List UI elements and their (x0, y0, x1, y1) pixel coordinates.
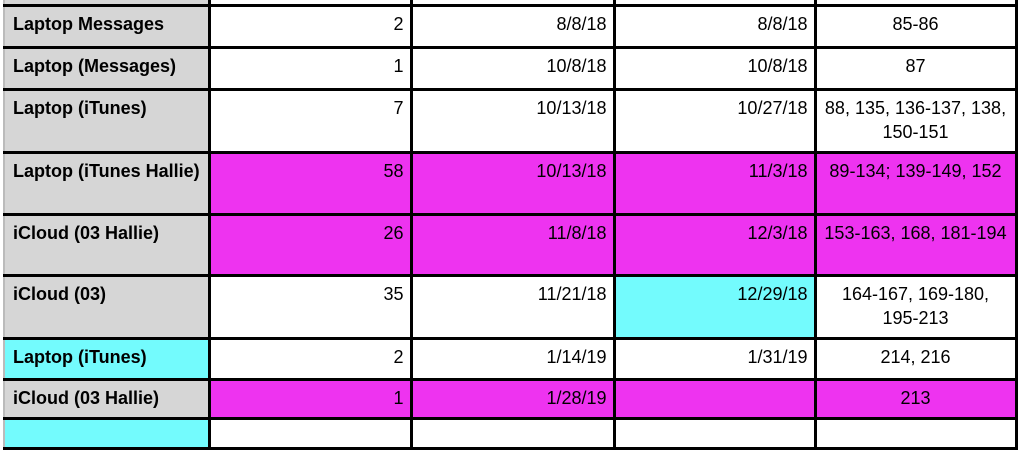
start-date-cell[interactable]: 11/21/18 (409, 274, 616, 340)
pages-cell[interactable]: 153-163, 168, 181-194 (813, 213, 1018, 277)
end-date-cell[interactable]: 10/27/18 (612, 88, 817, 154)
count-cell[interactable]: 1 (207, 378, 413, 420)
source-cell[interactable]: iCloud (03 Hallie) (3, 378, 211, 420)
start-date-cell[interactable]: 1/14/19 (409, 337, 616, 381)
table-row: Laptop (iTunes) 7 10/13/18 10/27/18 88, 135,… (3, 88, 1018, 154)
source-cell[interactable]: Laptop (iTunes) (3, 88, 211, 154)
start-date-cell[interactable]: 1/28/19 (409, 378, 616, 420)
pages-cell[interactable]: 87 (813, 46, 1018, 91)
end-date-cell[interactable] (612, 378, 817, 420)
start-date-cell[interactable]: 11/8/18 (409, 213, 616, 277)
pages-cell[interactable]: 214, 216 (813, 337, 1018, 381)
end-date-cell[interactable]: 11/3/18 (612, 151, 817, 216)
cell[interactable] (409, 417, 616, 450)
source-cell[interactable]: Laptop Messages (3, 4, 211, 49)
table-row: iCloud (03 Hallie) 1 1/28/19 213 (3, 378, 1018, 420)
table-row-partial-top (3, 0, 1018, 7)
cell[interactable] (207, 0, 413, 7)
start-date-cell[interactable]: 10/8/18 (409, 46, 616, 91)
count-cell[interactable]: 7 (207, 88, 413, 154)
start-date-cell[interactable]: 10/13/18 (409, 88, 616, 154)
pages-cell[interactable]: 85-86 (813, 4, 1018, 49)
source-cell[interactable]: iCloud (03) (3, 274, 211, 340)
start-date-cell[interactable]: 10/13/18 (409, 151, 616, 216)
end-date-cell[interactable]: 12/3/18 (612, 213, 817, 277)
end-date-cell[interactable]: 1/31/19 (612, 337, 817, 381)
source-cell[interactable]: iCloud (03 Hallie) (3, 213, 211, 277)
cell[interactable] (3, 417, 211, 450)
count-cell[interactable]: 58 (207, 151, 413, 216)
table-row-partial-bottom (3, 417, 1018, 450)
table-row: Laptop (Messages) 1 10/8/18 10/8/18 87 (3, 46, 1018, 91)
start-date-cell[interactable]: 8/8/18 (409, 4, 616, 49)
pages-cell[interactable]: 88, 135, 136-137, 138, 150-151 (813, 88, 1018, 154)
end-date-cell[interactable]: 12/29/18 (612, 274, 817, 340)
source-cell[interactable]: Laptop (iTunes Hallie) (3, 151, 211, 216)
end-date-cell[interactable]: 8/8/18 (612, 4, 817, 49)
cell[interactable] (612, 0, 817, 7)
pages-cell[interactable]: 89-134; 139-149, 152 (813, 151, 1018, 216)
cell[interactable] (813, 417, 1018, 450)
count-cell[interactable]: 2 (207, 4, 413, 49)
pages-cell[interactable]: 213 (813, 378, 1018, 420)
spreadsheet-table: Laptop Messages 2 8/8/18 8/8/18 85-86 Laptop … (3, 0, 1018, 450)
cell[interactable] (3, 0, 211, 7)
table-row: iCloud (03) 35 11/21/18 12/29/18 164-167, 16… (3, 274, 1018, 340)
pages-cell[interactable]: 164-167, 169-180, 195-213 (813, 274, 1018, 340)
count-cell[interactable]: 35 (207, 274, 413, 340)
count-cell[interactable]: 26 (207, 213, 413, 277)
cell[interactable] (409, 0, 616, 7)
source-cell[interactable]: Laptop (iTunes) (3, 337, 211, 381)
table-row: iCloud (03 Hallie) 26 11/8/18 12/3/18 153-16… (3, 213, 1018, 277)
table-row: Laptop (iTunes Hallie) 58 10/13/18 11/3/18 8… (3, 151, 1018, 216)
source-cell[interactable]: Laptop (Messages) (3, 46, 211, 91)
count-cell[interactable]: 2 (207, 337, 413, 381)
cell[interactable] (813, 0, 1018, 7)
count-cell[interactable]: 1 (207, 46, 413, 91)
cell[interactable] (207, 417, 413, 450)
cell[interactable] (612, 417, 817, 450)
table-row: Laptop Messages 2 8/8/18 8/8/18 85-86 (3, 4, 1018, 49)
table-row: Laptop (iTunes) 2 1/14/19 1/31/19 214, 216 (3, 337, 1018, 381)
end-date-cell[interactable]: 10/8/18 (612, 46, 817, 91)
